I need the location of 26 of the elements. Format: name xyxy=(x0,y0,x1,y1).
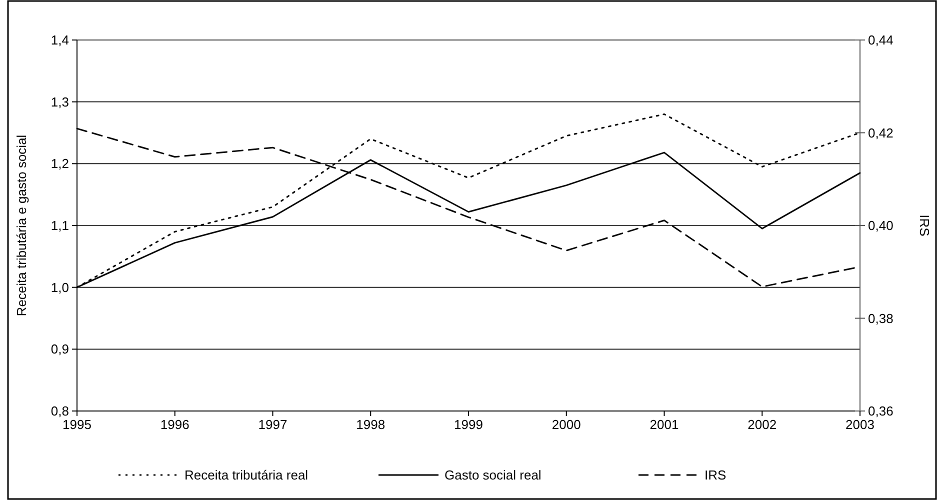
y-tick-label: 0,8 xyxy=(50,404,69,419)
legend-label: Receita tributária real xyxy=(184,468,308,483)
x-tick-label: 1998 xyxy=(356,417,386,432)
x-tick-label: 1996 xyxy=(160,417,190,432)
x-tick-label: 2001 xyxy=(650,417,679,432)
x-tick-label: 2000 xyxy=(552,417,581,432)
y2-tick-label: 0,42 xyxy=(868,125,894,140)
x-tick-label: 1997 xyxy=(258,417,288,432)
x-tick-label: 2003 xyxy=(846,417,874,432)
y-tick-label: 1,1 xyxy=(50,218,69,234)
x-tick-label: 1999 xyxy=(454,417,483,432)
y2-tick-label: 0,44 xyxy=(868,32,894,48)
y-tick-label: 1,2 xyxy=(50,156,69,172)
legend-label: Gasto social real xyxy=(444,468,542,483)
y-tick-label: 1,0 xyxy=(50,280,69,295)
legend-label: IRS xyxy=(704,468,726,483)
y2-tick-label: 0,36 xyxy=(868,404,894,419)
x-tick-label: 2002 xyxy=(748,417,777,432)
y-tick-label: 0,9 xyxy=(50,342,69,357)
y-tick-label: 1,3 xyxy=(50,94,69,110)
y2-tick-label: 0,38 xyxy=(868,310,894,326)
y2-axis-title: IRS xyxy=(917,214,932,237)
y-tick-label: 1,4 xyxy=(50,32,69,48)
y2-tick-label: 0,40 xyxy=(868,218,894,234)
x-tick-label: 1995 xyxy=(62,417,92,432)
y-axis-title: Receita tributária e gasto social xyxy=(14,134,29,316)
